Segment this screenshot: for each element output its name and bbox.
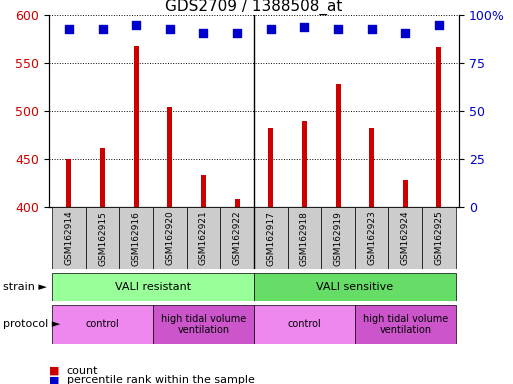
Text: GSM162919: GSM162919 [333, 211, 343, 265]
Text: count: count [67, 366, 98, 376]
Text: GSM162920: GSM162920 [165, 211, 174, 265]
Text: GSM162921: GSM162921 [199, 211, 208, 265]
Point [166, 26, 174, 32]
Point [300, 24, 308, 30]
Bar [52, 305, 153, 344]
Bar [254, 207, 288, 269]
Text: GSM162925: GSM162925 [435, 211, 443, 265]
Bar [321, 207, 355, 269]
Bar [86, 207, 120, 269]
Point [200, 30, 208, 36]
Point [334, 26, 342, 32]
Text: VALI resistant: VALI resistant [115, 282, 191, 292]
Text: VALI sensitive: VALI sensitive [317, 282, 393, 292]
Bar [134, 46, 139, 207]
Bar [153, 305, 254, 344]
Text: GSM162914: GSM162914 [65, 211, 73, 265]
Point [267, 26, 275, 32]
Bar [66, 159, 71, 207]
Text: ■: ■ [49, 366, 59, 376]
Text: percentile rank within the sample: percentile rank within the sample [67, 375, 254, 384]
Bar [153, 207, 187, 269]
Bar [403, 180, 408, 207]
Text: GSM162922: GSM162922 [232, 211, 242, 265]
Point [233, 30, 241, 36]
Bar [187, 207, 220, 269]
Text: GSM162918: GSM162918 [300, 211, 309, 265]
Bar [254, 273, 456, 301]
Bar [201, 175, 206, 207]
Bar [422, 207, 456, 269]
Bar [220, 207, 254, 269]
Text: GSM162924: GSM162924 [401, 211, 410, 265]
Text: high tidal volume
ventilation: high tidal volume ventilation [363, 314, 448, 335]
Text: high tidal volume
ventilation: high tidal volume ventilation [161, 314, 246, 335]
Bar [234, 199, 240, 207]
Bar [355, 305, 456, 344]
Title: GDS2709 / 1388508_at: GDS2709 / 1388508_at [165, 0, 343, 15]
Text: strain ►: strain ► [3, 282, 47, 292]
Bar [100, 148, 105, 207]
Bar [52, 273, 254, 301]
Bar [369, 127, 374, 207]
Bar [288, 207, 321, 269]
Bar [388, 207, 422, 269]
Text: GSM162915: GSM162915 [98, 211, 107, 265]
Point [132, 22, 140, 28]
Bar [167, 107, 172, 207]
Point [98, 26, 107, 32]
Text: control: control [86, 319, 120, 329]
Bar [336, 84, 341, 207]
Bar [302, 121, 307, 207]
Bar [355, 207, 388, 269]
Point [435, 22, 443, 28]
Bar [254, 305, 355, 344]
Point [368, 26, 376, 32]
Text: protocol ►: protocol ► [3, 319, 60, 329]
Text: control: control [287, 319, 321, 329]
Bar [268, 127, 273, 207]
Point [65, 26, 73, 32]
Point [401, 30, 409, 36]
Text: GSM162923: GSM162923 [367, 211, 376, 265]
Bar [52, 207, 86, 269]
Text: GSM162916: GSM162916 [132, 211, 141, 265]
Bar [437, 47, 442, 207]
Text: GSM162917: GSM162917 [266, 211, 275, 265]
Bar [120, 207, 153, 269]
Text: ■: ■ [49, 375, 59, 384]
